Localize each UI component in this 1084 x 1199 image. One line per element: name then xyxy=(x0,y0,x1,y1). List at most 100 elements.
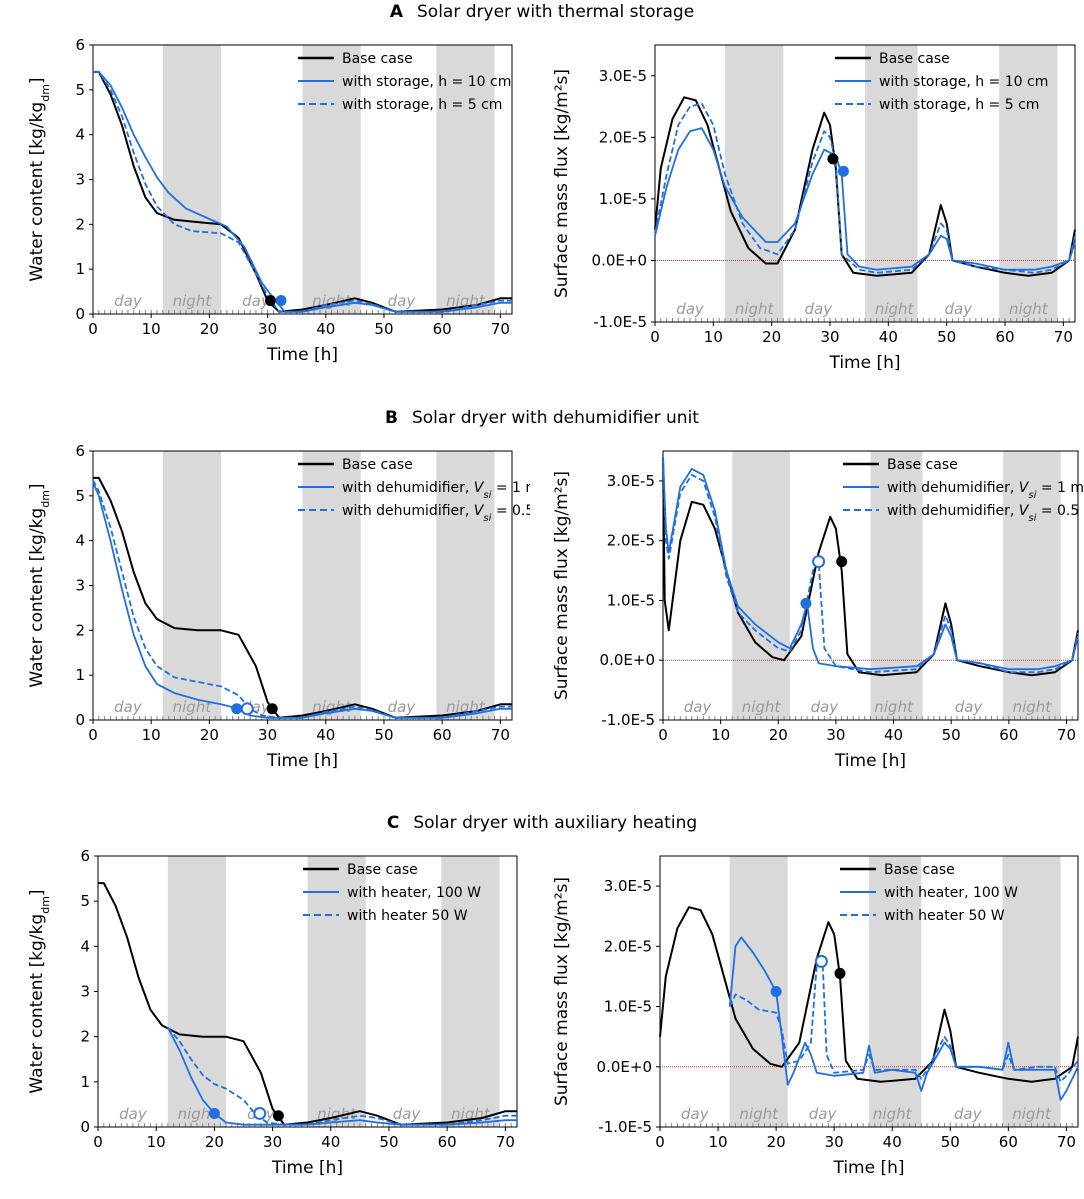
end-point-marker xyxy=(208,1107,220,1119)
x-tick-label: 70 xyxy=(1054,328,1073,346)
y-tick-label: 4 xyxy=(75,532,85,550)
night-band xyxy=(732,451,790,720)
y-tick-label: 3 xyxy=(80,983,90,1001)
section-letter: B xyxy=(385,408,398,428)
end-point-marker xyxy=(827,153,839,165)
x-tick-label: 70 xyxy=(491,726,510,744)
period-label-day: day xyxy=(945,300,974,318)
x-axis-title: Time [h] xyxy=(266,345,338,365)
night-band xyxy=(167,856,227,1127)
night-band xyxy=(302,451,361,720)
x-tick-label: 60 xyxy=(433,726,452,744)
y-tick-label: 3.0E-5 xyxy=(607,472,655,490)
y-tick-label: 0 xyxy=(75,711,85,729)
y-tick-label: 4 xyxy=(80,937,90,955)
x-axis-title: Time [h] xyxy=(271,1158,343,1178)
x-tick-label: 30 xyxy=(820,328,839,346)
y-tick-label: 2 xyxy=(75,621,85,639)
x-tick-label: 50 xyxy=(374,726,393,744)
chart-c-water-content: daynightdaynightdaynight0102030405060700… xyxy=(27,847,518,1178)
section-letter: C xyxy=(386,813,400,833)
legend-label: Base case xyxy=(342,51,413,67)
period-label-day: day xyxy=(393,1105,422,1123)
legend-label: with storage, h = 5 cm xyxy=(342,97,502,113)
legend-label: Base case xyxy=(879,51,950,67)
end-point-marker xyxy=(231,703,243,715)
x-tick-label: 50 xyxy=(941,1133,960,1151)
x-tick-label: 10 xyxy=(709,1133,728,1151)
x-tick-label: 30 xyxy=(826,726,845,744)
y-tick-label: 2 xyxy=(75,215,85,233)
period-label-night: night xyxy=(173,698,213,716)
x-tick-label: 60 xyxy=(999,726,1018,744)
x-tick-label: 0 xyxy=(88,726,98,744)
x-tick-label: 20 xyxy=(200,726,219,744)
x-tick-label: 10 xyxy=(704,328,723,346)
x-tick-label: 70 xyxy=(1057,726,1076,744)
y-tick-label: -1.0E-5 xyxy=(598,1118,652,1136)
y-tick-label: 6 xyxy=(75,442,85,460)
y-tick-label: -1.0E-5 xyxy=(601,711,655,729)
period-label-day: day xyxy=(388,292,417,310)
period-label-day: day xyxy=(388,698,417,716)
x-tick-label: 70 xyxy=(496,1133,515,1151)
x-tick-label: 40 xyxy=(884,726,903,744)
x-tick-label: 0 xyxy=(655,1133,665,1151)
x-tick-label: 0 xyxy=(650,328,660,346)
night-band xyxy=(436,45,495,314)
y-tick-label: 3 xyxy=(75,577,85,595)
period-label-day: day xyxy=(114,292,143,310)
night-band xyxy=(162,451,222,720)
period-label-night: night xyxy=(178,1105,218,1123)
legend-label: with dehumidifier, Vsi = 1 m³ xyxy=(342,480,530,501)
y-axis-title: Water content [kg/kgdm] xyxy=(27,483,52,687)
y-tick-label: 6 xyxy=(80,847,90,865)
plot-frame xyxy=(654,44,1076,323)
end-point-marker xyxy=(812,555,826,569)
period-label-night: night xyxy=(874,698,914,716)
end-point-marker xyxy=(253,1106,267,1120)
y-tick-label: 0.0E+0 xyxy=(597,1058,652,1076)
x-tick-label: 30 xyxy=(258,726,277,744)
y-axis-title: Water content [kg/kgdm] xyxy=(27,77,52,281)
period-label-night: night xyxy=(742,698,782,716)
y-tick-label: 3.0E-5 xyxy=(604,877,652,895)
y-tick-label: 0.0E+0 xyxy=(592,251,647,269)
x-tick-label: 40 xyxy=(879,328,898,346)
x-tick-label: 20 xyxy=(205,1133,224,1151)
series-line-2 xyxy=(167,1027,517,1126)
period-label-night: night xyxy=(875,300,915,318)
section-text: Solar dryer with thermal storage xyxy=(417,2,695,22)
x-tick-label: 30 xyxy=(825,1133,844,1151)
period-label-day: day xyxy=(119,1105,148,1123)
night-band xyxy=(436,451,495,720)
chart-a-mass-flux: day night day night day night 0 10 20 30 40 50 60 70 -… xyxy=(552,44,1076,373)
series-line-2 xyxy=(728,960,1079,1083)
x-tick-label: 10 xyxy=(142,726,161,744)
x-tick-label: 10 xyxy=(142,320,161,338)
x-tick-label: 40 xyxy=(316,726,335,744)
period-label-night: night xyxy=(873,1105,913,1123)
y-tick-label: 2.0E-5 xyxy=(599,128,647,146)
x-tick-label: 10 xyxy=(711,726,730,744)
chart-c-mass-flux: day night day night day night 0 10 20 30 40 50 60 70 -… xyxy=(552,855,1079,1178)
y-tick-label: 1 xyxy=(80,1073,90,1091)
x-tick-label: 20 xyxy=(200,320,219,338)
legend-label: with heater 50 W xyxy=(884,908,1005,924)
legend-label: Base case xyxy=(347,862,418,878)
night-band xyxy=(302,45,361,314)
end-point-marker xyxy=(834,967,846,979)
x-tick-label: 20 xyxy=(767,1133,786,1151)
y-tick-label: 2 xyxy=(80,1028,90,1046)
legend-label: with storage, h = 10 cm xyxy=(342,74,511,90)
section-letter: A xyxy=(389,2,403,22)
period-label-day: day xyxy=(681,1105,710,1123)
y-tick-label: 5 xyxy=(75,81,85,99)
period-label-day: day xyxy=(955,698,984,716)
x-tick-label: 40 xyxy=(883,1133,902,1151)
x-tick-label: 60 xyxy=(433,320,452,338)
period-label-night: night xyxy=(1013,698,1053,716)
x-tick-label: 50 xyxy=(379,1133,398,1151)
period-label-day: day xyxy=(805,300,834,318)
end-point-marker xyxy=(836,556,848,568)
